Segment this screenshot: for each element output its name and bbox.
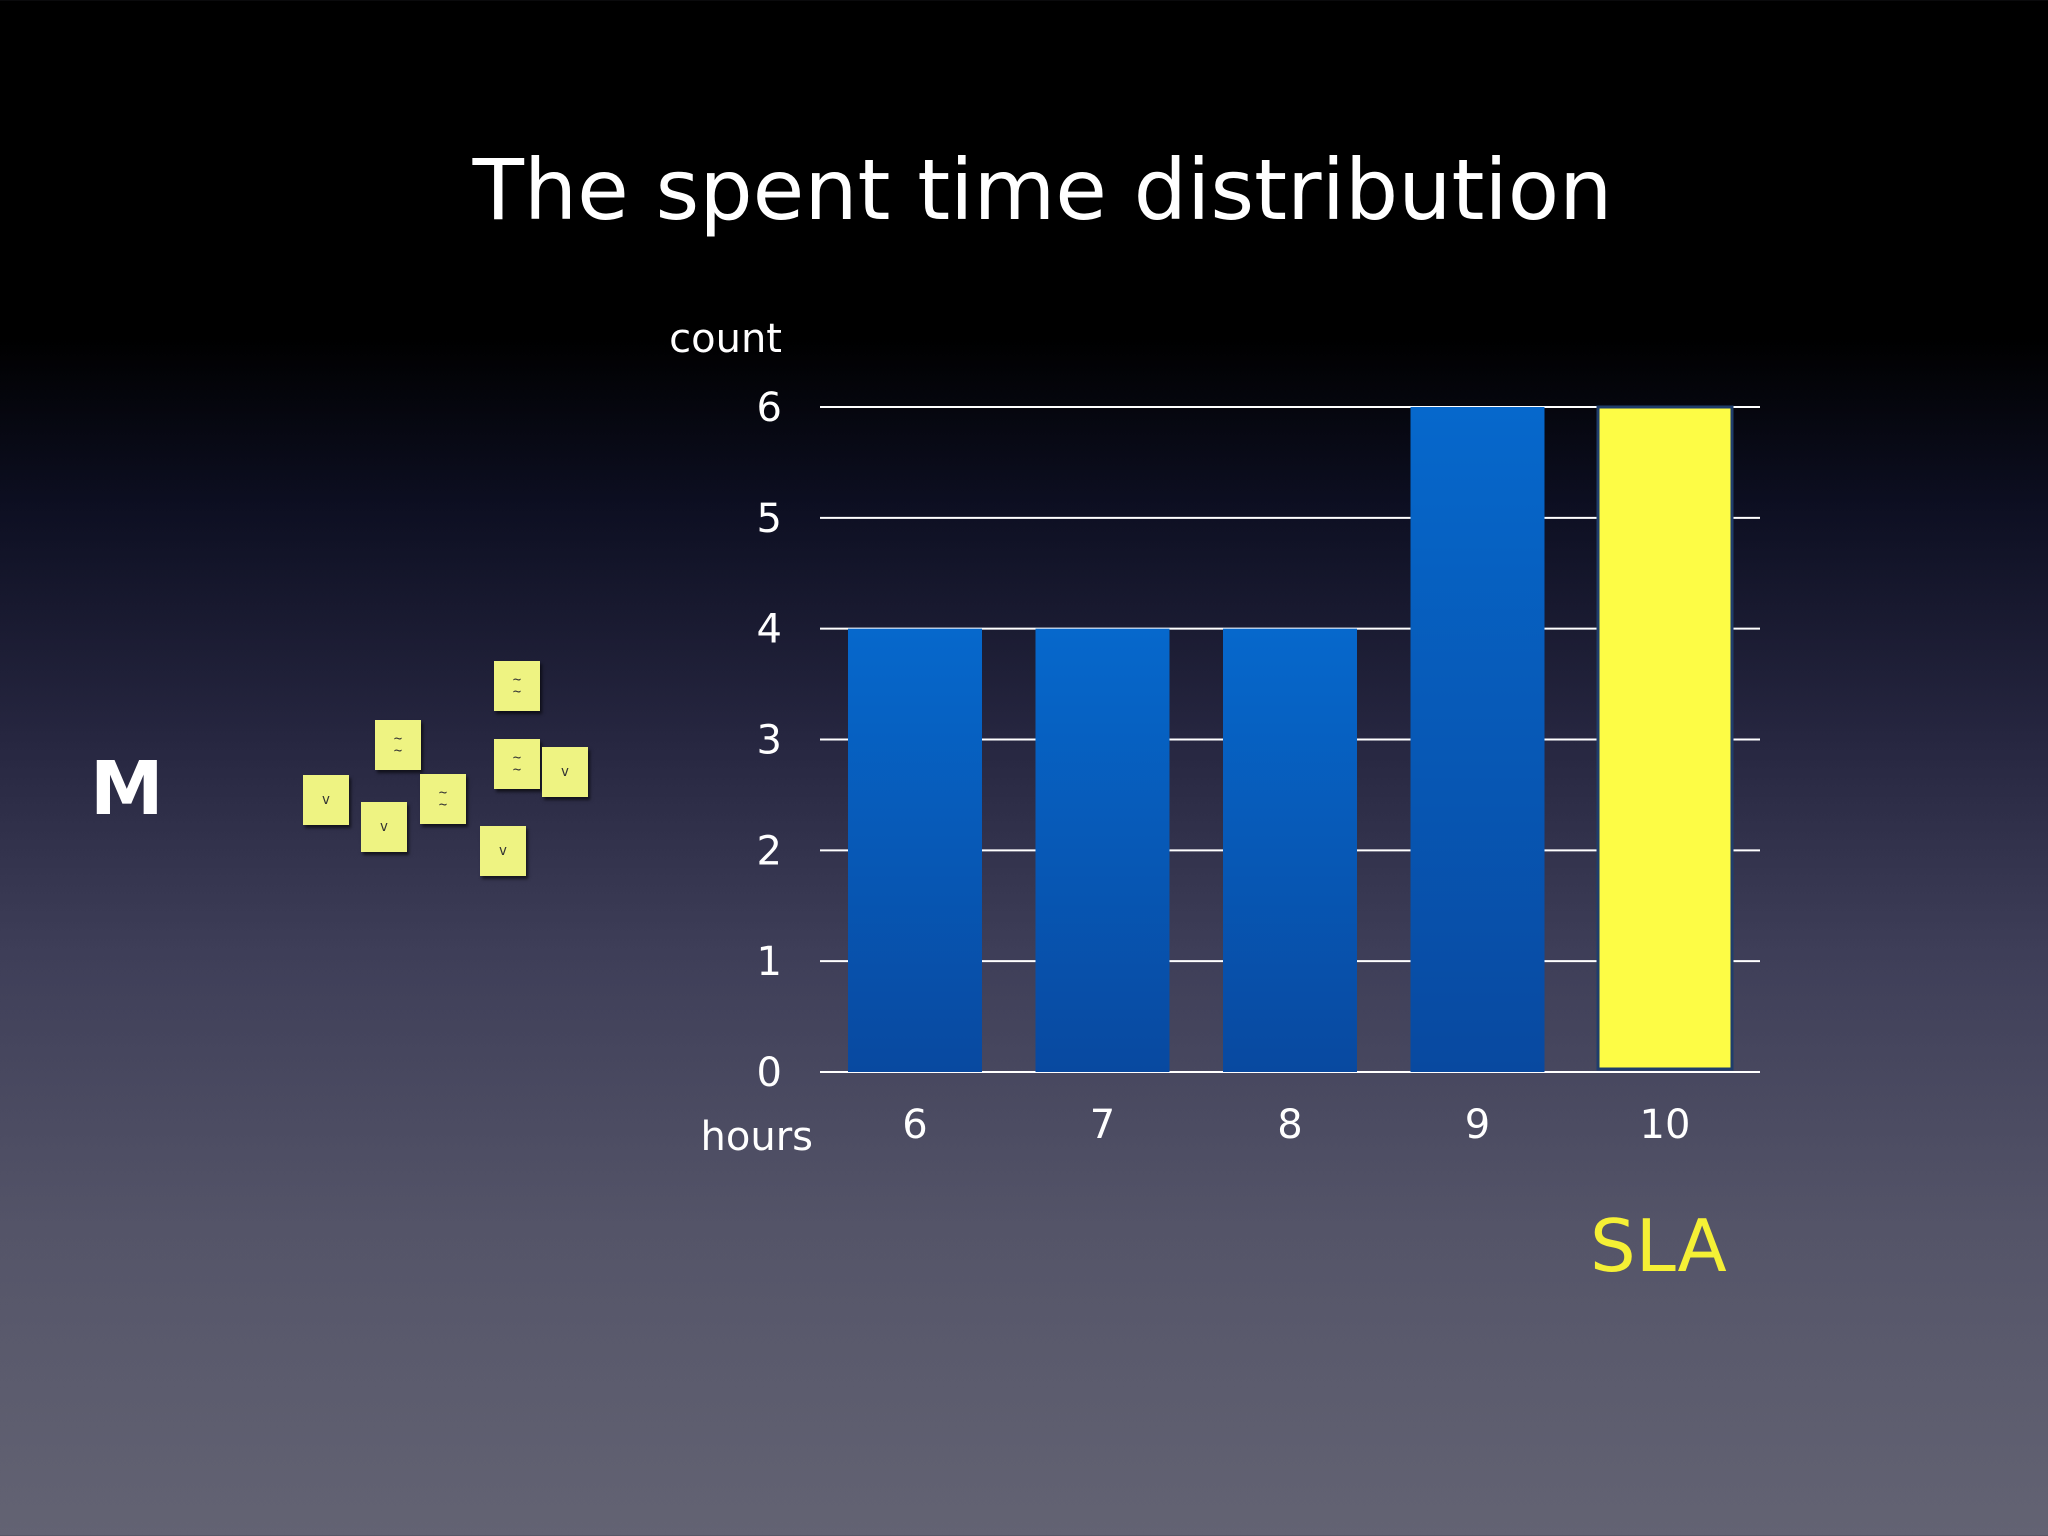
sticky-note: ~ ~ — [494, 661, 540, 711]
sticky-note: v — [303, 775, 349, 825]
y-tick-label: 5 — [757, 496, 782, 542]
y-tick-label: 0 — [757, 1050, 782, 1096]
y-tick-label: 2 — [757, 828, 782, 874]
y-tick-label: 1 — [757, 939, 782, 985]
x-tick-label: 10 — [1640, 1102, 1691, 1148]
y-axis-title: count — [669, 316, 782, 362]
sticky-note: v — [480, 826, 526, 876]
x-tick-label: 9 — [1465, 1102, 1490, 1148]
y-tick-label: 6 — [757, 385, 782, 431]
bars — [848, 405, 1734, 1072]
sticky-note: v — [361, 802, 407, 852]
x-tick-label: 7 — [1090, 1102, 1115, 1148]
bar — [1035, 628, 1170, 1072]
sticky-note: ~ ~ — [375, 720, 421, 770]
sticky-note: v — [542, 747, 588, 797]
sla-label: SLA — [1590, 1204, 1727, 1288]
bar — [1410, 407, 1545, 1072]
slide-title: The spent time distribution — [472, 141, 1613, 239]
y-tick-label: 4 — [757, 607, 782, 653]
side-label-m: M — [90, 746, 164, 832]
x-axis-title: hours — [701, 1114, 813, 1160]
axis-labels: 0 1 2 3 4 5 6 6 7 8 9 10 count hours — [669, 316, 1690, 1160]
y-tick-label: 3 — [757, 718, 782, 764]
sticky-note: ~ ~ — [494, 739, 540, 789]
x-tick-label: 8 — [1277, 1102, 1302, 1148]
x-tick-label: 6 — [902, 1102, 927, 1148]
sticky-note: ~ ~ — [420, 774, 466, 824]
bar — [848, 628, 982, 1072]
bar-highlight — [1596, 405, 1734, 1071]
bar — [1223, 628, 1357, 1072]
